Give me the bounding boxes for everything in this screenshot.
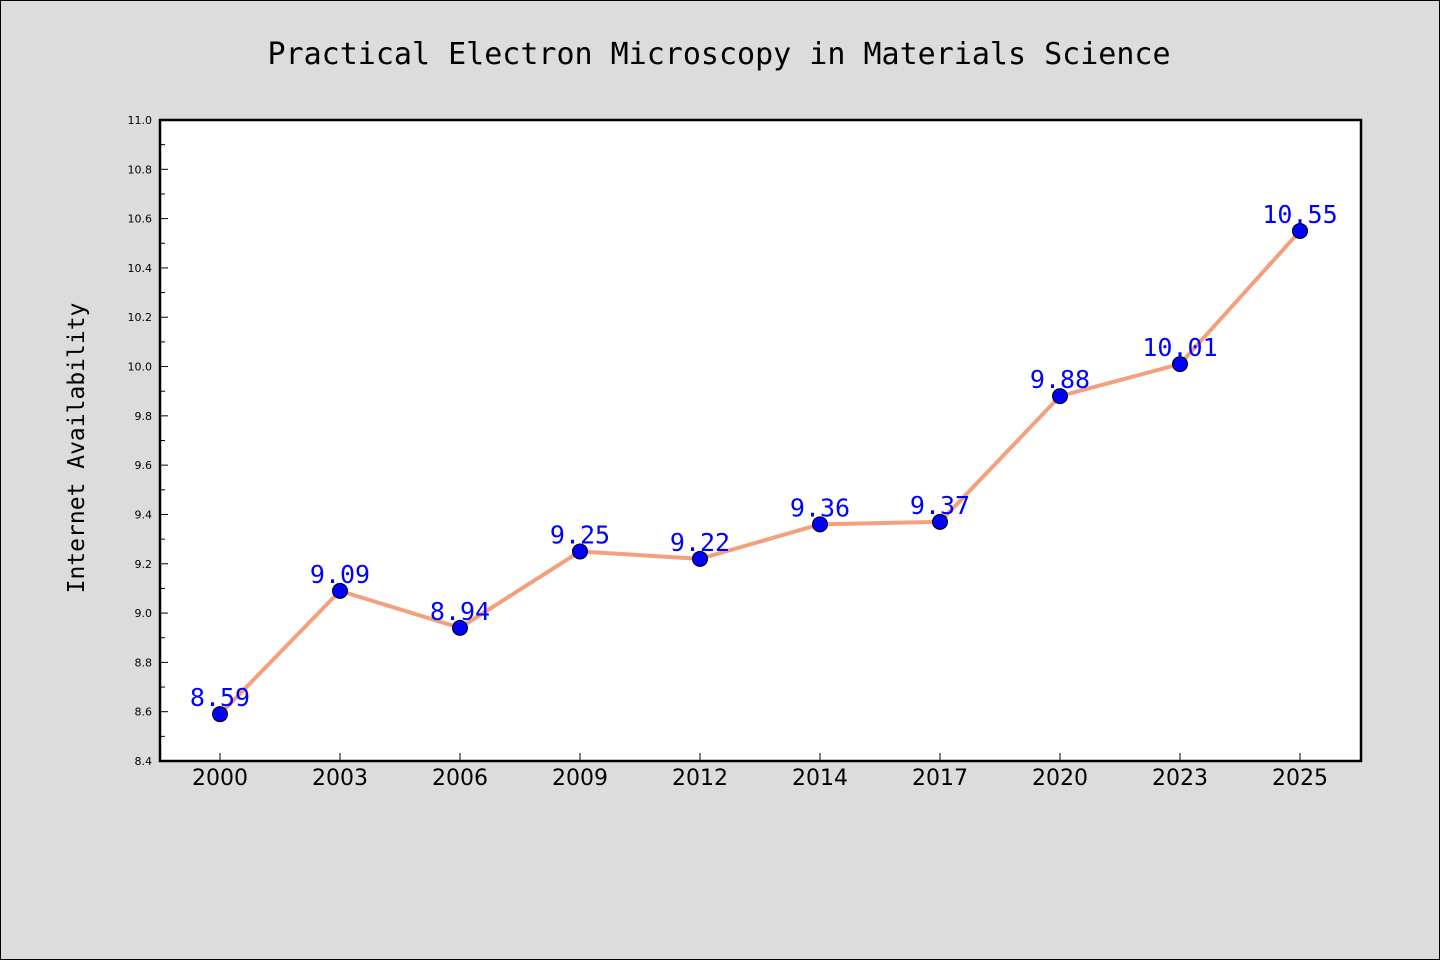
data-point	[452, 619, 468, 636]
y-tick-label: 9.2	[135, 558, 153, 571]
x-tick-label: 2020	[1032, 766, 1088, 791]
data-label: 9.36	[790, 493, 850, 522]
data-label: 9.37	[910, 491, 970, 520]
y-tick-label: 8.4	[135, 755, 153, 768]
y-tick-label: 9.0	[135, 607, 153, 620]
series-line	[218, 228, 1302, 717]
x-tick-label: 2023	[1152, 766, 1208, 791]
data-label: 8.94	[430, 597, 490, 626]
data-point	[1172, 356, 1188, 373]
data-point	[332, 582, 348, 599]
x-tick-label: 2012	[672, 766, 728, 791]
y-tick-label: 10.4	[128, 262, 153, 275]
x-tick-label: 2009	[552, 766, 608, 791]
y-axis: 8.4 8.6 8.8 9.0 9.2 9.4 9.6 9.8 10.0 10.2 10.4 10.6…	[128, 114, 168, 768]
data-label: 9.22	[670, 528, 730, 557]
y-tick-label: 8.8	[135, 656, 153, 669]
y-axis-label: Internet Availability	[64, 303, 90, 594]
x-tick-label: 2003	[312, 766, 368, 791]
y-tick-label: 10.0	[128, 361, 153, 374]
data-point	[812, 516, 828, 533]
data-point	[692, 550, 708, 567]
data-label: 8.59	[190, 683, 250, 712]
x-tick-label: 2014	[792, 766, 848, 791]
x-tick-label: 2000	[192, 766, 248, 791]
data-point	[212, 706, 228, 723]
data-point	[1052, 388, 1068, 405]
x-axis: 2000 2003 2006 2009 2012 2014 2017 2020 2023 2025	[192, 753, 1328, 791]
x-tick-label: 2025	[1272, 766, 1328, 791]
data-point	[932, 513, 948, 530]
data-label: 10.01	[1142, 333, 1217, 362]
y-tick-label: 9.8	[135, 410, 153, 423]
plot-area	[160, 120, 1361, 761]
y-tick-label: 10.8	[128, 163, 153, 176]
data-label: 10.55	[1262, 200, 1337, 229]
chart-title: Practical Electron Microscopy in Materia…	[267, 37, 1170, 72]
y-tick-label: 9.6	[135, 459, 153, 472]
y-tick-label: 9.4	[135, 508, 153, 521]
y-tick-label: 8.6	[135, 706, 153, 719]
plot-border	[158, 118, 1363, 763]
series-layer	[212, 222, 1308, 723]
x-tick-label: 2017	[912, 766, 968, 791]
data-point	[572, 543, 588, 560]
data-point	[1292, 222, 1308, 239]
y-tick-label: 11.0	[128, 114, 153, 127]
data-labels: 8.59 9.09 8.94 9.25 9.22 9.36 9.37 9.88 10.01 10.…	[190, 200, 1338, 712]
y-tick-label: 10.2	[128, 311, 153, 324]
data-label: 9.25	[550, 520, 610, 549]
x-tick-label: 2006	[432, 766, 488, 791]
data-label: 9.88	[1030, 365, 1090, 394]
y-tick-label: 10.6	[128, 213, 153, 226]
data-label: 9.09	[310, 560, 370, 589]
